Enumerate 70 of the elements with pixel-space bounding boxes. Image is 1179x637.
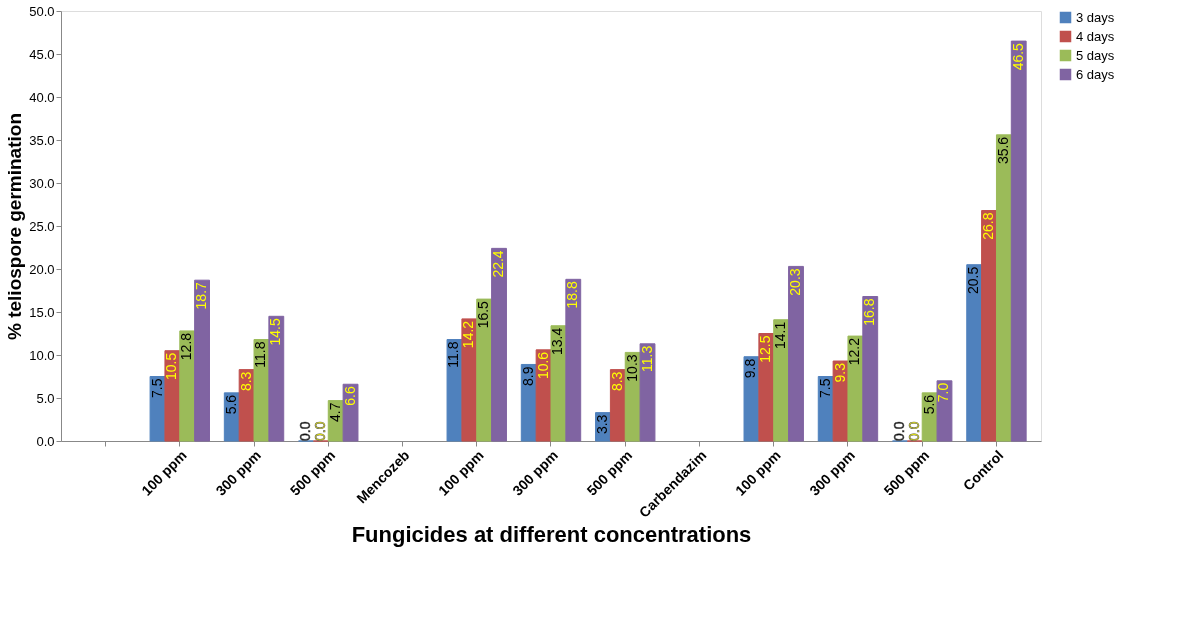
data-label: 14.1 xyxy=(772,321,789,349)
data-label: 8.3 xyxy=(237,371,254,392)
data-label: 0.0 xyxy=(297,421,313,441)
bar xyxy=(342,383,359,442)
data-label: 13.4 xyxy=(549,327,566,356)
data-label: 11.3 xyxy=(638,345,655,373)
data-label: 10.3 xyxy=(623,354,640,382)
x-axis-title: Fungicides at different concentrations xyxy=(351,521,752,547)
bar xyxy=(268,315,285,442)
bar xyxy=(966,264,983,442)
y-tick-label: 50.0 xyxy=(29,3,55,19)
data-label: 5.6 xyxy=(222,394,239,415)
data-label: 12.8 xyxy=(178,332,195,361)
data-label: 6.6 xyxy=(341,386,358,406)
data-label: 12.5 xyxy=(757,335,774,363)
data-label: 3.3 xyxy=(593,414,610,435)
data-label: 7.0 xyxy=(935,382,952,403)
legend-label: 3 days xyxy=(1076,9,1115,25)
data-label: 20.3 xyxy=(787,268,803,296)
y-tick-label: 20.0 xyxy=(29,261,55,277)
data-label: 10.5 xyxy=(163,352,180,380)
y-tick-label: 25.0 xyxy=(29,218,55,234)
y-tick-label: 35.0 xyxy=(29,132,55,148)
data-label: 8.9 xyxy=(519,366,536,386)
y-tick-label: 40.0 xyxy=(29,89,55,105)
data-label: 12.2 xyxy=(846,337,863,366)
bar xyxy=(981,210,997,442)
data-label: 26.8 xyxy=(980,212,997,240)
data-label: 7.5 xyxy=(148,378,165,398)
y-tick-label: 45.0 xyxy=(29,46,55,62)
bar xyxy=(491,247,507,442)
bar xyxy=(194,279,210,442)
data-label: 22.4 xyxy=(490,250,507,278)
data-label: 4.7 xyxy=(326,402,343,423)
data-label: 46.5 xyxy=(1009,42,1026,71)
data-label: 9.8 xyxy=(742,358,759,379)
y-tick-label: 15.0 xyxy=(29,304,55,320)
bar xyxy=(565,278,582,442)
data-label: 8.3 xyxy=(608,371,625,392)
data-label: 0.0 xyxy=(311,421,328,441)
bar xyxy=(995,134,1012,442)
data-label: 7.5 xyxy=(816,378,833,398)
data-label: 9.3 xyxy=(831,362,848,383)
bar xyxy=(936,380,953,442)
y-tick-label: 30.0 xyxy=(29,175,55,191)
bar xyxy=(862,296,879,442)
legend-label: 5 days xyxy=(1076,47,1115,63)
data-label: 0.0 xyxy=(905,421,922,441)
y-tick-label: 5.0 xyxy=(36,390,55,406)
data-label: 14.5 xyxy=(267,318,284,346)
bar xyxy=(1010,40,1027,442)
data-label: 5.6 xyxy=(920,394,937,415)
data-label: 14.2 xyxy=(460,320,477,349)
y-axis-title: % teliospore germination xyxy=(4,113,26,340)
data-label: 16.5 xyxy=(475,300,492,329)
data-label: 11.8 xyxy=(445,341,462,368)
data-label: 0.0 xyxy=(890,421,907,441)
legend-label: 4 days xyxy=(1076,28,1115,44)
data-label: 18.8 xyxy=(564,281,581,309)
y-tick-label: 0.0 xyxy=(36,433,55,449)
bar xyxy=(639,343,656,442)
legend-label: 6 days xyxy=(1076,66,1115,82)
data-label: 11.8 xyxy=(252,341,269,368)
data-label: 16.8 xyxy=(861,298,878,326)
data-label: 35.6 xyxy=(994,136,1011,165)
data-label: 10.6 xyxy=(534,351,551,380)
data-label: 18.7 xyxy=(193,281,210,310)
data-label: 20.5 xyxy=(965,266,982,294)
bar xyxy=(788,265,804,442)
y-tick-label: 10.0 xyxy=(29,347,55,363)
